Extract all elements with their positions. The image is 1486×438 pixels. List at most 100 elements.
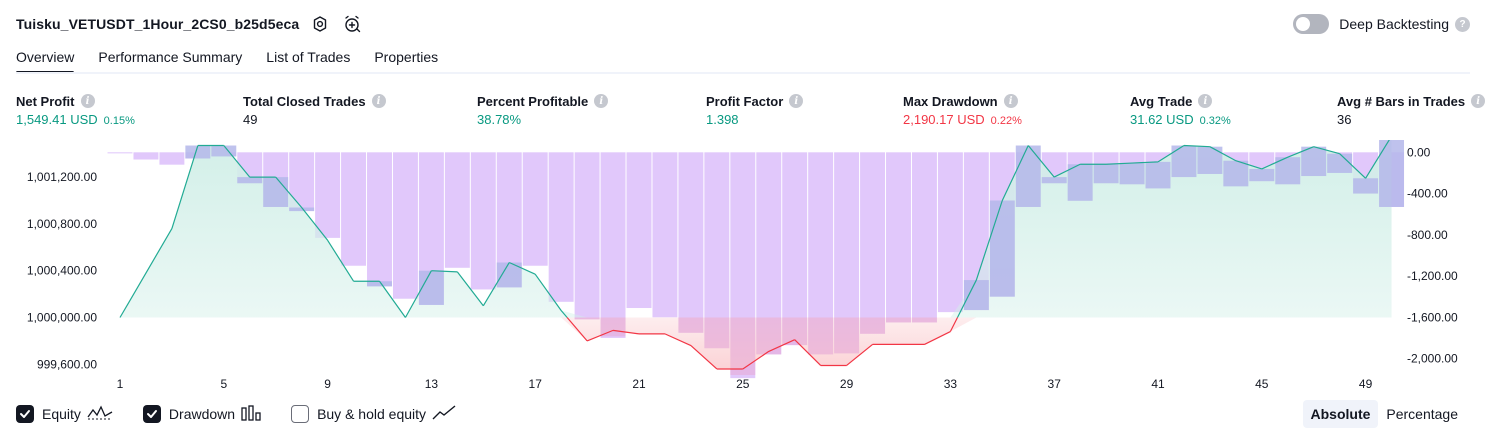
drawdown-checkbox[interactable] (142, 405, 161, 423)
drawdown-overlap-bar (963, 280, 989, 311)
drawdown-bar (626, 152, 652, 309)
metric-label: Avg # Bars in Trades (1337, 93, 1466, 109)
info-icon[interactable]: i (1003, 94, 1018, 108)
metrics-row: Net Profit i 1,549.41 USD 0.15% Total Clos… (0, 92, 1486, 132)
drawdown-overlap-bar (989, 200, 1015, 297)
legend-drawdown[interactable]: Drawdown (142, 404, 261, 425)
drawdown-overlap-bar (1249, 168, 1275, 182)
tab-properties[interactable]: Properties (374, 49, 439, 65)
equity-checkbox[interactable] (16, 405, 34, 423)
left-axis-tick: 1,001,200.00 (27, 170, 97, 184)
drawdown-bar (133, 152, 159, 160)
legend-buy-hold[interactable]: Buy & hold equity (291, 404, 456, 425)
drawdown-overlap-bar (1301, 146, 1327, 177)
left-axis-tick: 999,600.00 (37, 357, 97, 371)
strategy-title: Tuisku_VETUSDT_1Hour_2CS0_b25d5eca (16, 16, 300, 32)
drawdown-overlap-bar (237, 177, 263, 184)
drawdown-overlap-bar (1353, 178, 1379, 194)
drawdown-loss-overlap-bar (782, 317, 808, 346)
left-axis: 1,001,200.00 1,000,800.00 1,000,400.00 1,00… (27, 170, 97, 371)
equity-loss-line (566, 317, 959, 370)
info-icon[interactable]: i (371, 94, 386, 108)
drawdown-bar (470, 152, 496, 290)
info-icon[interactable]: i (1471, 94, 1486, 108)
drawdown-overlap-bar (1275, 157, 1301, 185)
right-axis-tick: -400.00 (1407, 187, 1448, 201)
info-icon[interactable]: i (1198, 94, 1213, 108)
tab-divider (16, 72, 1470, 74)
metric-label: Max Drawdown (903, 93, 998, 109)
drawdown-overlap-bar (185, 145, 211, 159)
left-axis-tick: 1,000,400.00 (27, 264, 97, 278)
deep-backtesting-control: Deep Backtesting ? (1293, 12, 1470, 36)
metric-profit-factor: Profit Factor i 1.398 (706, 92, 804, 130)
drawdown-bar (911, 152, 937, 323)
right-axis: 0.00 -400.00 -800.00 -1,200.00 -1,600.00 -2,0… (1407, 145, 1458, 365)
drawdown-overlap-bar (211, 145, 237, 157)
metric-value: 2,190.17 USD (903, 112, 985, 127)
metric-label: Profit Factor (706, 93, 784, 109)
metric-value: 38.78% (477, 112, 522, 127)
drawdown-bar (678, 152, 704, 333)
metric-label: Percent Profitable (477, 93, 589, 109)
metric-value: 36 (1337, 112, 1352, 127)
info-icon[interactable]: i (80, 94, 95, 108)
trend-line-icon (432, 404, 456, 425)
percentage-button[interactable]: Percentage (1386, 406, 1458, 422)
drawdown-loss-overlap-bar (860, 317, 886, 334)
drawdown-loss-overlap-bar (678, 317, 704, 333)
legend-equity-label: Equity (42, 406, 81, 422)
x-axis-tick: 5 (220, 377, 227, 391)
drawdown-bar (107, 152, 133, 154)
info-icon[interactable]: i (594, 94, 609, 108)
drawdown-bar (522, 152, 548, 266)
deep-backtesting-label: Deep Backtesting (1339, 16, 1449, 32)
x-axis-tick: 29 (840, 377, 854, 391)
right-axis-tick: -1,600.00 (1407, 310, 1458, 324)
metric-percent-profitable: Percent Profitable i 38.78% (477, 92, 609, 130)
info-icon[interactable]: i (789, 94, 804, 108)
drawdown-loss-overlap-bar (730, 317, 756, 375)
tab-bar: Overview Performance Summary List of Tra… (16, 44, 462, 74)
legend-equity[interactable]: Equity (16, 404, 113, 425)
absolute-button[interactable]: Absolute (1302, 400, 1379, 428)
gear-icon[interactable] (309, 13, 331, 35)
right-axis-tick: -1,200.00 (1407, 269, 1458, 283)
drawdown-overlap-bar (1041, 177, 1067, 184)
drawdown-loss-overlap-bar (704, 317, 730, 349)
tab-overview[interactable]: Overview (16, 44, 75, 74)
x-axis-tick: 13 (425, 377, 439, 391)
legend-buy-hold-label: Buy & hold equity (317, 406, 427, 422)
drawdown-loss-overlap-bar (834, 317, 860, 354)
bar-chart-icon (241, 404, 261, 425)
drawdown-overlap-bar (418, 270, 444, 305)
metric-label: Total Closed Trades (243, 93, 366, 109)
drawdown-overlap-bar (367, 281, 392, 287)
drawdown-bar (159, 152, 185, 165)
alarm-plus-icon[interactable] (341, 13, 363, 35)
x-axis-tick: 37 (1048, 377, 1062, 391)
drawdown-overlap (185, 140, 1405, 375)
drawdown-bar (392, 152, 418, 299)
metric-value: 1.398 (706, 112, 739, 127)
left-axis-tick: 1,000,000.00 (27, 311, 97, 325)
drawdown-overlap-bar (1119, 163, 1145, 185)
drawdown-bar (444, 152, 470, 268)
drawdown-overlap-bar (1015, 145, 1041, 207)
buy-hold-checkbox[interactable] (291, 405, 310, 423)
tab-performance-summary[interactable]: Performance Summary (98, 49, 243, 65)
right-axis-tick: -2,000.00 (1407, 352, 1458, 366)
title-row: Tuisku_VETUSDT_1Hour_2CS0_b25d5eca (16, 12, 363, 36)
drawdown-bar (367, 152, 392, 287)
metric-avg-bars-in-trades: Avg # Bars in Trades i 36 (1337, 92, 1486, 130)
help-icon[interactable]: ? (1455, 16, 1470, 32)
toggle-knob (1296, 17, 1311, 31)
deep-backtesting-toggle[interactable] (1293, 14, 1330, 34)
drawdown-overlap-bar (1223, 160, 1249, 187)
tab-list-of-trades[interactable]: List of Trades (266, 49, 351, 65)
metric-max-drawdown: Max Drawdown i 2,190.17 USD 0.22% (903, 92, 1022, 130)
drawdown-loss-overlap-bar (808, 317, 834, 355)
drawdown-overlap-bar (1327, 153, 1353, 173)
metric-label: Net Profit (16, 93, 75, 109)
drawdown-overlap-bar (1379, 140, 1405, 207)
